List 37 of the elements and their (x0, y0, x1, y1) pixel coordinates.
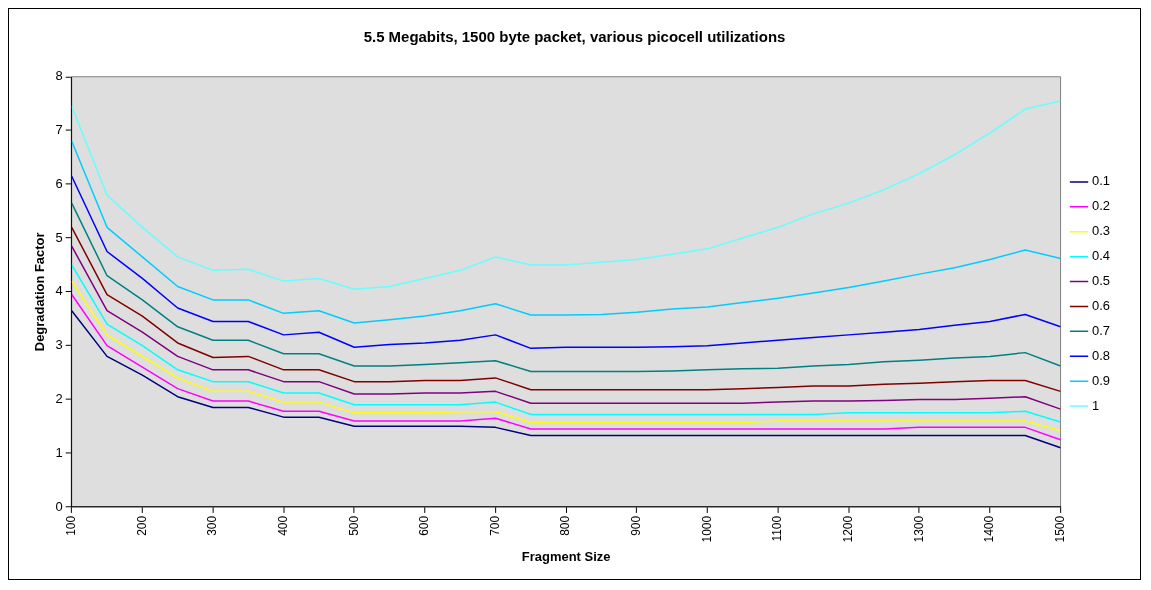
legend-label: 0.7 (1092, 322, 1111, 338)
x-tick-label: 1000 (699, 515, 714, 543)
y-axis-title: Degradation Factor (32, 232, 48, 352)
x-tick-label: 200 (134, 515, 149, 536)
chart-title: 5.5 Megabits, 1500 byte packet, various picocell utilizations (363, 28, 786, 46)
x-tick-label: 600 (417, 515, 432, 536)
x-tick-label: 1100 (770, 515, 785, 542)
y-tick-label: 0 (55, 498, 63, 514)
x-tick-label: 100 (64, 515, 79, 536)
legend-label: 0.6 (1092, 298, 1111, 314)
legend-label: 0.2 (1092, 198, 1111, 214)
y-tick-label: 7 (55, 122, 63, 138)
legend-label: 0.4 (1092, 248, 1111, 264)
y-tick-label: 3 (55, 337, 63, 353)
x-tick-label: 900 (629, 515, 644, 536)
legend-label: 0.5 (1092, 273, 1111, 289)
legend-label: 1 (1092, 397, 1100, 413)
legend-label: 0.3 (1092, 223, 1111, 239)
x-axis-title: Fragment Size (521, 548, 611, 564)
legend-label: 0.8 (1092, 347, 1111, 363)
y-tick-label: 4 (55, 283, 63, 299)
x-tick-label: 1400 (982, 515, 997, 543)
x-tick-label: 800 (558, 515, 573, 536)
x-tick-label: 1200 (840, 515, 855, 543)
y-tick-label: 2 (55, 390, 63, 406)
x-tick-label: 1500 (1052, 515, 1067, 543)
y-tick-label: 6 (55, 175, 63, 191)
x-tick-label: 500 (346, 515, 361, 536)
y-tick-label: 8 (55, 68, 63, 84)
legend-label: 0.1 (1092, 173, 1111, 189)
y-tick-label: 5 (55, 229, 63, 245)
x-tick-label: 700 (487, 515, 502, 536)
x-tick-label: 300 (205, 515, 220, 536)
x-tick-label: 1300 (911, 515, 926, 543)
x-tick-label: 400 (275, 515, 290, 536)
legend-label: 0.9 (1092, 372, 1111, 388)
y-tick-label: 1 (55, 444, 63, 460)
